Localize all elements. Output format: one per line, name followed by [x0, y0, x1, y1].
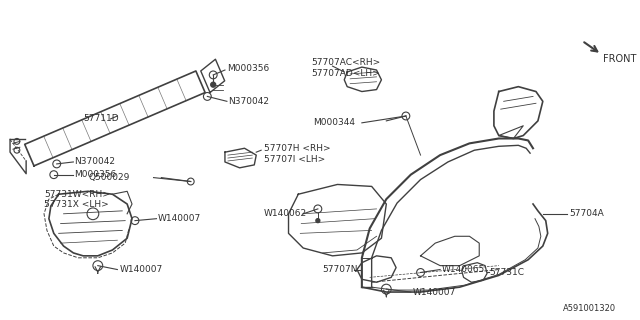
Text: 57731W<RH>: 57731W<RH> — [44, 190, 110, 199]
Text: FRONT: FRONT — [604, 54, 637, 64]
Text: 57731X <LH>: 57731X <LH> — [44, 201, 109, 210]
Text: N370042: N370042 — [228, 97, 269, 106]
Text: 57707H <RH>: 57707H <RH> — [264, 144, 331, 153]
Text: W140007: W140007 — [413, 288, 456, 297]
Circle shape — [211, 82, 216, 87]
Text: Q500029: Q500029 — [88, 173, 129, 182]
Text: N370042: N370042 — [74, 157, 115, 166]
Text: M000344: M000344 — [313, 118, 355, 127]
Text: 57707I <LH>: 57707I <LH> — [264, 155, 325, 164]
Text: A591001320: A591001320 — [563, 304, 616, 313]
Text: 57731C: 57731C — [489, 268, 524, 277]
Text: W140065: W140065 — [442, 265, 485, 274]
Text: 57704A: 57704A — [569, 209, 604, 218]
Text: 57707N: 57707N — [323, 265, 358, 274]
Text: 57707AD<LH>: 57707AD<LH> — [311, 69, 380, 78]
Text: M000356: M000356 — [74, 170, 116, 179]
Text: 57707AC<RH>: 57707AC<RH> — [311, 58, 380, 67]
Text: W140007: W140007 — [157, 214, 201, 223]
Circle shape — [316, 219, 320, 223]
Text: M000356: M000356 — [227, 64, 269, 73]
Text: W140062: W140062 — [264, 209, 307, 218]
Text: W140007: W140007 — [119, 265, 163, 274]
Text: 57711D: 57711D — [83, 115, 119, 124]
